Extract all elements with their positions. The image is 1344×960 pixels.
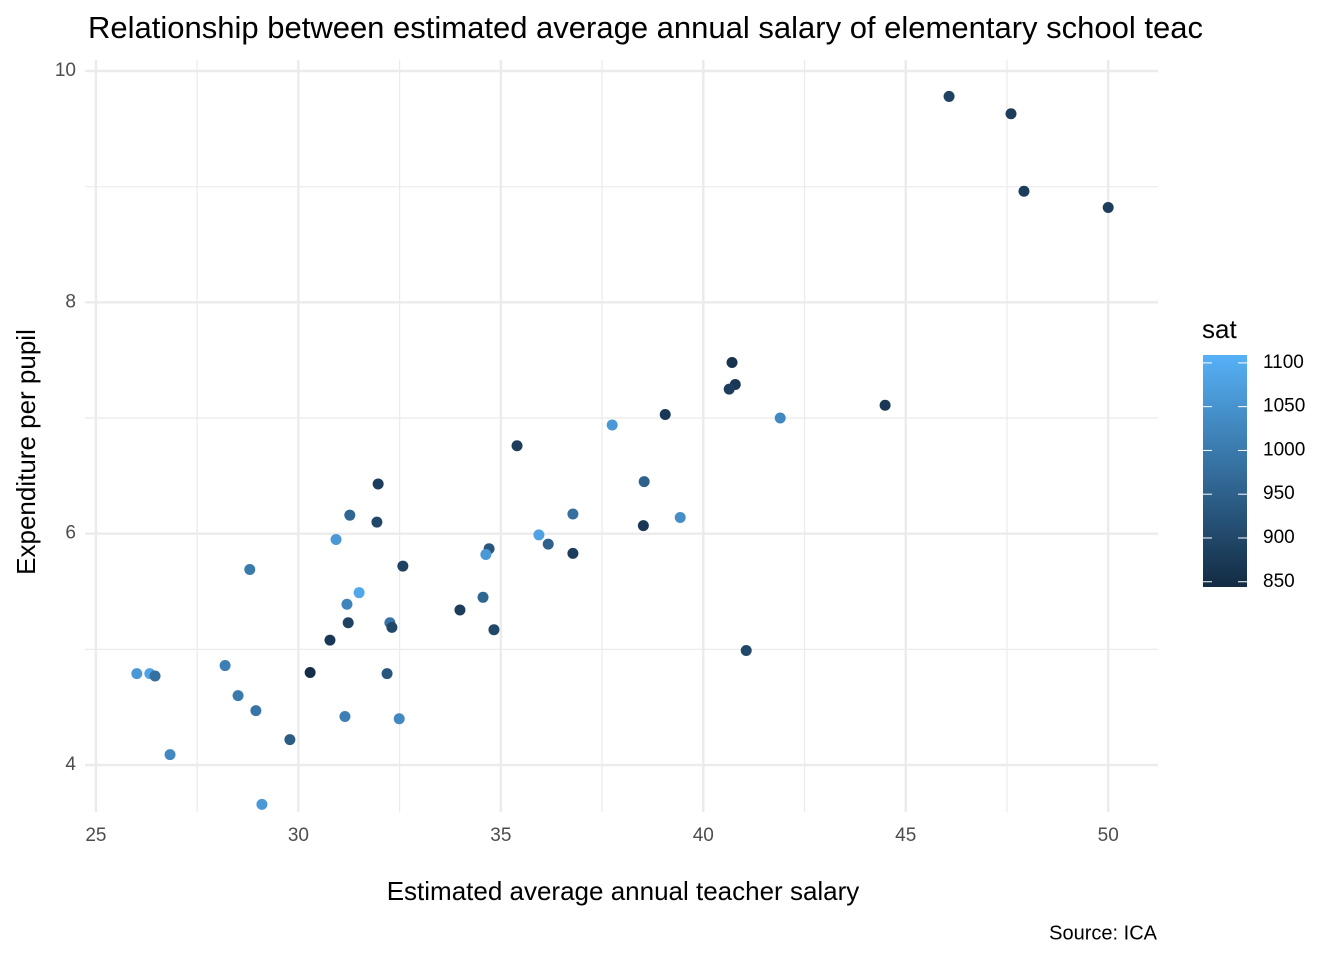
point bbox=[638, 476, 650, 488]
point bbox=[567, 547, 579, 559]
x-tick-label: 40 bbox=[693, 825, 714, 846]
legend-tick-label: 950 bbox=[1263, 483, 1295, 504]
legend-tick-label: 850 bbox=[1263, 571, 1295, 592]
point bbox=[488, 624, 500, 636]
points bbox=[131, 90, 1114, 810]
x-tick-label: 45 bbox=[895, 825, 916, 846]
point bbox=[637, 520, 649, 532]
point bbox=[659, 409, 671, 421]
y-axis-title: Expenditure per pupil bbox=[11, 329, 41, 575]
point bbox=[342, 617, 354, 629]
x-tick-label: 50 bbox=[1098, 825, 1119, 846]
point bbox=[304, 666, 316, 678]
point bbox=[339, 710, 351, 722]
point bbox=[1102, 201, 1114, 213]
point bbox=[511, 440, 523, 452]
point bbox=[164, 749, 176, 761]
point bbox=[232, 690, 244, 702]
point bbox=[774, 412, 786, 424]
grid: 25 30 35 40 45 50 4 6 8 10 bbox=[55, 60, 1158, 846]
point bbox=[674, 511, 686, 523]
point bbox=[393, 713, 405, 725]
point bbox=[723, 383, 735, 395]
x-tick-label: 30 bbox=[288, 825, 309, 846]
x-tick-label: 25 bbox=[85, 825, 106, 846]
point bbox=[371, 516, 383, 528]
point bbox=[533, 529, 545, 541]
point bbox=[131, 668, 143, 680]
point bbox=[149, 670, 161, 682]
point bbox=[386, 621, 398, 633]
point bbox=[1018, 185, 1030, 197]
point bbox=[250, 705, 262, 717]
legend-tick-label: 1100 bbox=[1263, 352, 1304, 373]
caption: Source: ICA bbox=[1049, 922, 1157, 944]
point bbox=[330, 533, 342, 545]
legend-tick-label: 1050 bbox=[1263, 396, 1305, 417]
x-axis-title: Estimated average annual teacher salary bbox=[387, 876, 860, 906]
point bbox=[480, 549, 492, 561]
point bbox=[397, 560, 409, 572]
point bbox=[477, 591, 489, 603]
legend-tick-label: 1000 bbox=[1263, 439, 1305, 460]
y-tick-label: 10 bbox=[55, 60, 76, 81]
y-tick-label: 6 bbox=[65, 523, 76, 544]
y-tick-label: 8 bbox=[65, 291, 76, 312]
point bbox=[943, 90, 955, 102]
colorbar bbox=[1203, 355, 1247, 587]
point bbox=[324, 634, 336, 646]
point bbox=[256, 798, 268, 810]
y-tick-label: 4 bbox=[65, 754, 76, 775]
legend: 850 900 950 1000 1050 1100 bbox=[1203, 352, 1305, 592]
point bbox=[740, 645, 752, 657]
point bbox=[879, 399, 891, 411]
point bbox=[344, 509, 356, 521]
point bbox=[353, 587, 365, 599]
point bbox=[542, 538, 554, 550]
legend-tick-label: 900 bbox=[1263, 527, 1295, 548]
x-tick-label: 35 bbox=[490, 825, 511, 846]
point bbox=[1005, 108, 1017, 120]
point bbox=[284, 734, 296, 746]
point bbox=[219, 660, 231, 672]
point bbox=[341, 598, 353, 610]
point bbox=[381, 668, 393, 680]
point bbox=[567, 508, 579, 520]
chart-title: Relationship between estimated average a… bbox=[88, 10, 1203, 45]
point bbox=[372, 478, 384, 490]
point bbox=[726, 356, 738, 368]
point bbox=[454, 604, 466, 616]
point bbox=[606, 419, 618, 431]
legend-title: sat bbox=[1202, 314, 1237, 344]
point bbox=[244, 564, 256, 576]
